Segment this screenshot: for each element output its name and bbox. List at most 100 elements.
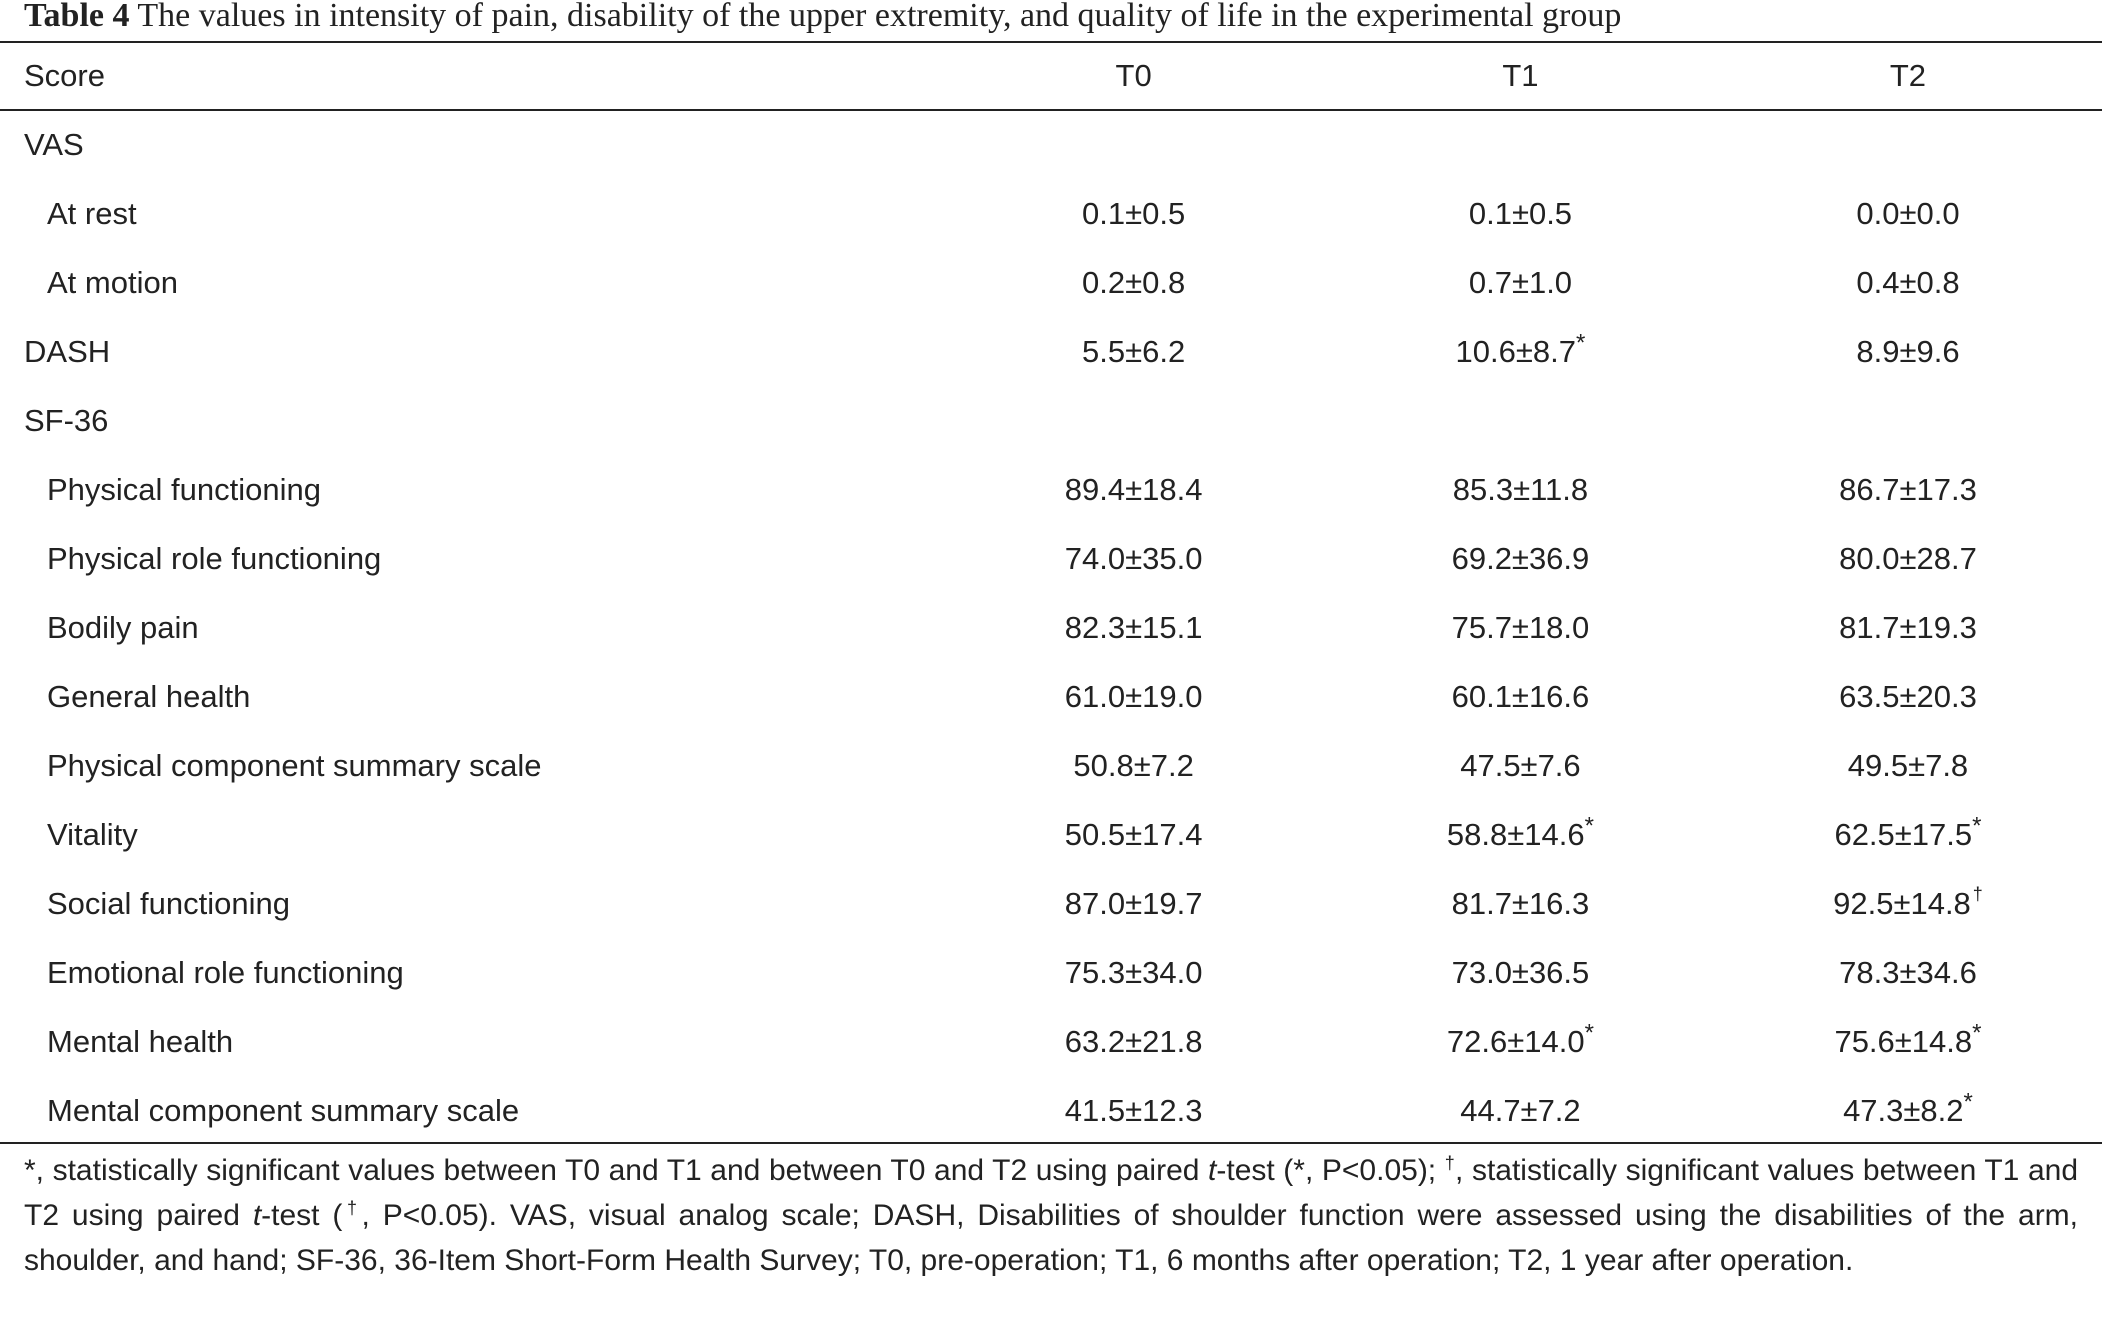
column-header-t1: T1 bbox=[1502, 58, 1539, 93]
cell-t0: 50.8±7.2 bbox=[1073, 747, 1194, 783]
cell-t2 bbox=[1714, 110, 2102, 179]
table-row: Mental component summary scale 41.5±12.3 4… bbox=[0, 1076, 2102, 1145]
footnote-text: -test (*, P<0.05); bbox=[1216, 1154, 1445, 1187]
column-header-score: Score bbox=[24, 58, 105, 93]
cell-t0: 82.3±15.1 bbox=[1064, 609, 1203, 645]
cell-t2: 49.5±7.8 bbox=[1847, 747, 1969, 783]
cell-t2: 81.7±19.3 bbox=[1839, 609, 1977, 645]
cell-t0: 0.2±0.8 bbox=[1082, 264, 1186, 300]
row-label: Emotional role functioning bbox=[47, 954, 404, 990]
footnote-text: *, statistically significant values betw… bbox=[24, 1154, 1209, 1187]
cell-t1: 0.7±1.0 bbox=[1468, 264, 1573, 300]
row-label: Physical role functioning bbox=[47, 540, 382, 576]
cell-t1 bbox=[1327, 110, 1714, 179]
table-header-row: Score T0 T1 T2 bbox=[0, 42, 2102, 110]
cell-t1: 60.1±16.6 bbox=[1451, 678, 1590, 714]
footnote-text: , statistically significant values betwe… bbox=[24, 1154, 2079, 1232]
row-label: Social functioning bbox=[47, 885, 290, 921]
row-label: Physical component summary scale bbox=[47, 747, 542, 783]
cell-t1: 75.7±18.0 bbox=[1451, 609, 1590, 645]
data-table: Score T0 T1 T2 VAS At rest 0.1±0.5 0.1±0.5 0… bbox=[0, 42, 2102, 1145]
cell-t0: 50.5±17.4 bbox=[1064, 816, 1203, 852]
cell-t0: 0.1±0.5 bbox=[1082, 195, 1186, 231]
significance-asterisk: * bbox=[1972, 1019, 1982, 1047]
cell-t2: 75.6±14.8* bbox=[1834, 1019, 1982, 1059]
cell-t2: 0.0±0.0 bbox=[1856, 195, 1960, 231]
cell-t2: 78.3±34.6 bbox=[1839, 954, 1977, 990]
row-label: At rest bbox=[47, 195, 137, 231]
row-label: VAS bbox=[24, 126, 84, 162]
cell-t0 bbox=[940, 110, 1327, 179]
significance-asterisk: * bbox=[1584, 1019, 1594, 1047]
cell-t2: 47.3±8.2* bbox=[1843, 1088, 1973, 1128]
row-label: Vitality bbox=[47, 816, 138, 852]
row-label: At motion bbox=[47, 264, 178, 300]
significance-asterisk: * bbox=[1963, 1088, 1973, 1116]
significance-asterisk: * bbox=[1576, 329, 1586, 357]
column-header-t2: T2 bbox=[1889, 58, 1927, 93]
significance-asterisk: * bbox=[1584, 812, 1594, 840]
table-caption: Table 4 The values in intensity of pain,… bbox=[24, 0, 1622, 34]
table-row: Physical role functioning 74.0±35.0 69.2±3… bbox=[0, 524, 2102, 593]
cell-t1: 73.0±36.5 bbox=[1451, 954, 1590, 990]
row-label: Bodily pain bbox=[47, 609, 199, 645]
cell-t0: 41.5±12.3 bbox=[1064, 1092, 1203, 1128]
row-label: SF-36 bbox=[24, 402, 109, 438]
row-label: Physical functioning bbox=[47, 471, 321, 507]
table-row: Bodily pain 82.3±15.1 75.7±18.0 81.7±19.3 bbox=[0, 593, 2102, 662]
footnote-text: -test ( bbox=[261, 1199, 343, 1232]
row-label: Mental health bbox=[47, 1023, 234, 1059]
cell-t0: 61.0±19.0 bbox=[1064, 678, 1203, 714]
table-top-rule bbox=[0, 41, 2102, 43]
table-caption-text: The values in intensity of pain, disabil… bbox=[137, 0, 1622, 34]
cell-t2: 86.7±17.3 bbox=[1839, 471, 1977, 507]
table-row: Mental health 63.2±21.8 72.6±14.0* 75.6±14.… bbox=[0, 1007, 2102, 1076]
table-row: Physical functioning 89.4±18.4 85.3±11.8 86… bbox=[0, 455, 2102, 524]
footnote-dagger: † bbox=[1444, 1153, 1456, 1173]
cell-t0: 63.2±21.8 bbox=[1064, 1023, 1203, 1059]
cell-t0: 74.0±35.0 bbox=[1064, 540, 1203, 576]
cell-t1: 0.1±0.5 bbox=[1468, 195, 1573, 231]
table-row: At motion 0.2±0.8 0.7±1.0 0.4±0.8 bbox=[0, 248, 2102, 317]
table-header-rule bbox=[0, 109, 2102, 111]
cell-t0: 75.3±34.0 bbox=[1064, 954, 1203, 990]
cell-t1: 85.3±11.8 bbox=[1452, 471, 1589, 507]
row-label: General health bbox=[47, 678, 251, 714]
cell-t1: 72.6±14.0* bbox=[1446, 1019, 1594, 1059]
footnote-italic-t: t bbox=[252, 1199, 262, 1232]
table-footnote: *, statistically significant values betw… bbox=[24, 1148, 2078, 1283]
cell-t2: 80.0±28.7 bbox=[1839, 540, 1977, 576]
table-row: Emotional role functioning 75.3±34.0 73.0±… bbox=[0, 938, 2102, 1007]
row-label: DASH bbox=[24, 333, 111, 369]
table-row: General health 61.0±19.0 60.1±16.6 63.5±20.… bbox=[0, 662, 2102, 731]
footnote-italic-t: t bbox=[1208, 1154, 1217, 1187]
cell-t2: 8.9±9.6 bbox=[1856, 333, 1960, 369]
cell-t1: 44.7±7.2 bbox=[1460, 1092, 1581, 1128]
cell-t0 bbox=[940, 386, 1327, 455]
table-caption-label: Table 4 bbox=[24, 0, 130, 34]
table-row: At rest 0.1±0.5 0.1±0.5 0.0±0.0 bbox=[0, 179, 2102, 248]
cell-t2: 62.5±17.5* bbox=[1834, 812, 1982, 852]
cell-t0: 87.0±19.7 bbox=[1064, 885, 1203, 921]
cell-t1: 10.6±8.7* bbox=[1455, 329, 1586, 369]
cell-t1: 81.7±16.3 bbox=[1451, 885, 1590, 921]
table-row: Physical component summary scale 50.8±7.2… bbox=[0, 731, 2102, 800]
cell-t2: 92.5±14.8 † bbox=[1833, 883, 1983, 921]
table-row: SF-36 bbox=[0, 386, 2102, 455]
significance-dagger: † bbox=[1972, 883, 1983, 904]
cell-t2 bbox=[1714, 386, 2102, 455]
cell-t1: 69.2±36.9 bbox=[1451, 540, 1590, 576]
row-label: Mental component summary scale bbox=[47, 1092, 520, 1128]
table-body: VAS At rest 0.1±0.5 0.1±0.5 0.0±0.0 At motion… bbox=[0, 110, 2102, 1145]
cell-t2: 63.5±20.3 bbox=[1839, 678, 1977, 714]
table-row: VAS bbox=[0, 110, 2102, 179]
cell-t0: 89.4±18.4 bbox=[1064, 471, 1203, 507]
column-header-t0: T0 bbox=[1115, 58, 1152, 93]
significance-asterisk: * bbox=[1972, 812, 1982, 840]
cell-t1: 47.5±7.6 bbox=[1460, 747, 1581, 783]
footnote-dagger: † bbox=[342, 1198, 362, 1218]
table-bottom-rule bbox=[0, 1142, 2102, 1144]
table-row: Social functioning 87.0±19.7 81.7±16.3 92.5… bbox=[0, 869, 2102, 938]
cell-t1 bbox=[1327, 386, 1714, 455]
table-row: Vitality 50.5±17.4 58.8±14.6* 62.5±17.5* bbox=[0, 800, 2102, 869]
